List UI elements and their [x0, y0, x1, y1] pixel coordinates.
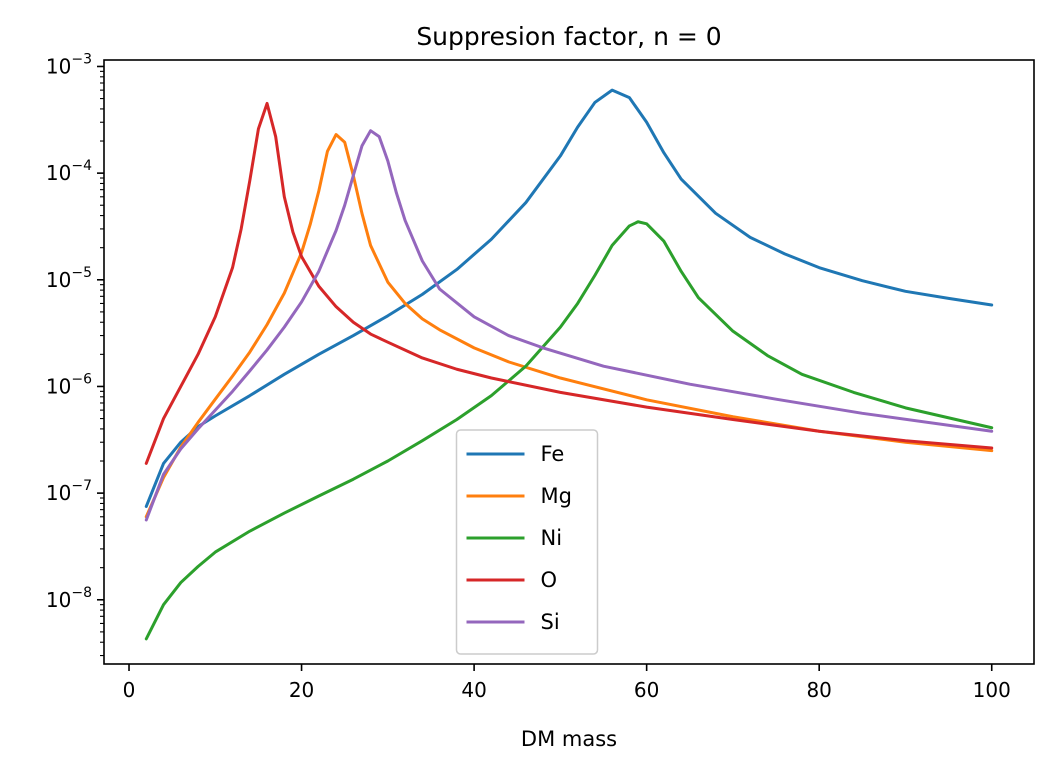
x-tick-label: 60	[634, 678, 659, 702]
legend: Fe Mg Ni O Si	[455, 429, 599, 655]
legend-label-o: O	[541, 568, 558, 592]
y-tick-label: 10−6	[46, 371, 92, 398]
chart-title: Suppresion factor, n = 0	[416, 22, 721, 51]
y-tick-label: 10−8	[46, 585, 92, 612]
legend-box	[455, 429, 599, 655]
series-line-fe	[144, 88, 994, 508]
x-tick-label: 100	[973, 678, 1011, 702]
legend-label-ni: Ni	[541, 526, 563, 550]
legend-label-fe: Fe	[541, 442, 565, 466]
y-tick-label: 10−3	[46, 51, 92, 78]
series-line-si	[144, 129, 994, 522]
series-line-mg	[144, 133, 994, 519]
x-tick-label: 40	[461, 678, 486, 702]
y-tick-label: 10−4	[46, 158, 92, 185]
legend-label-si: Si	[541, 610, 560, 634]
x-tick-label: 0	[123, 678, 136, 702]
plot-lines	[144, 88, 994, 641]
axes: 0 20 40 60 80 100 10−8 10−7 10−6 10−5 10−4 10−3	[46, 51, 1035, 702]
series-line-o	[144, 101, 994, 465]
plot-frame	[103, 59, 1035, 665]
legend-label-mg: Mg	[541, 484, 572, 508]
x-axis-label: DM mass	[521, 727, 617, 751]
series-line-ni	[144, 220, 994, 641]
y-tick-label: 10−5	[46, 265, 92, 292]
y-tick-label: 10−7	[46, 478, 92, 505]
x-tick-label: 20	[289, 678, 314, 702]
x-tick-label: 80	[806, 678, 831, 702]
